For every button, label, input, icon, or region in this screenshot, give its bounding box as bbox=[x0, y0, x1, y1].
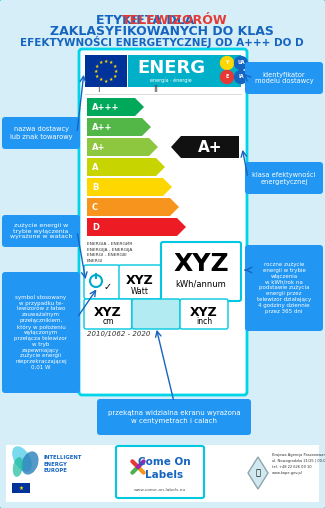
Polygon shape bbox=[87, 218, 186, 236]
Text: ★: ★ bbox=[112, 74, 117, 79]
Text: INTELLIGENT
ENERGY
EUROPE: INTELLIGENT ENERGY EUROPE bbox=[44, 455, 82, 473]
Text: XYZ: XYZ bbox=[94, 305, 122, 319]
Polygon shape bbox=[87, 158, 165, 176]
Bar bbox=[128, 55, 241, 87]
Polygon shape bbox=[248, 457, 268, 489]
FancyBboxPatch shape bbox=[79, 49, 247, 395]
Bar bbox=[85, 55, 127, 87]
Circle shape bbox=[235, 56, 248, 70]
Circle shape bbox=[235, 71, 248, 83]
Text: UA: UA bbox=[237, 60, 245, 66]
Text: XYZ: XYZ bbox=[190, 305, 218, 319]
Text: XYZ: XYZ bbox=[126, 273, 154, 287]
Text: ★: ★ bbox=[95, 64, 99, 69]
Text: ★: ★ bbox=[109, 60, 113, 65]
Text: ul. Nowogrodzka 21/25 | 00-038 Warszawa: ul. Nowogrodzka 21/25 | 00-038 Warszawa bbox=[272, 459, 325, 463]
Text: 🔥: 🔥 bbox=[255, 468, 261, 478]
FancyBboxPatch shape bbox=[245, 245, 323, 331]
Text: Y: Y bbox=[225, 60, 229, 66]
FancyBboxPatch shape bbox=[84, 265, 120, 299]
FancyBboxPatch shape bbox=[245, 162, 323, 194]
Polygon shape bbox=[87, 118, 151, 136]
Text: ETYKIETA DLA TELEWIZORÓW: ETYKIETA DLA TELEWIZORÓW bbox=[58, 14, 266, 27]
Circle shape bbox=[220, 71, 233, 83]
Text: przekątna widzialna ekranu wyrażona
w centymetrach i calach: przekątna widzialna ekranu wyrażona w ce… bbox=[108, 410, 240, 424]
Text: ★: ★ bbox=[114, 69, 118, 74]
FancyBboxPatch shape bbox=[2, 272, 80, 393]
Text: ENERGI: ENERGI bbox=[87, 259, 103, 263]
Ellipse shape bbox=[21, 452, 39, 474]
Text: ★: ★ bbox=[104, 79, 108, 83]
FancyBboxPatch shape bbox=[180, 299, 228, 329]
Text: nazwa dostawcy
lub znak towarowy: nazwa dostawcy lub znak towarowy bbox=[10, 126, 72, 140]
FancyBboxPatch shape bbox=[161, 242, 241, 301]
Text: cm: cm bbox=[102, 318, 114, 327]
Text: D: D bbox=[92, 223, 99, 232]
Text: tel. +48 22 626 09 10: tel. +48 22 626 09 10 bbox=[272, 465, 312, 469]
Text: ✓: ✓ bbox=[104, 282, 112, 292]
Polygon shape bbox=[87, 98, 144, 116]
Circle shape bbox=[220, 56, 233, 70]
Bar bbox=[12, 483, 30, 493]
FancyBboxPatch shape bbox=[245, 62, 323, 94]
Text: energía · énergie: energía · énergie bbox=[150, 77, 192, 83]
Text: Watt: Watt bbox=[131, 287, 149, 296]
Text: A+: A+ bbox=[92, 143, 106, 151]
Text: Labels: Labels bbox=[145, 470, 183, 480]
Text: IA: IA bbox=[238, 75, 244, 79]
FancyBboxPatch shape bbox=[2, 215, 80, 247]
Text: I: I bbox=[97, 85, 99, 94]
Text: klasa efektywności
energetycznej: klasa efektywności energetycznej bbox=[252, 171, 316, 185]
Text: A+++: A+++ bbox=[92, 103, 120, 111]
Ellipse shape bbox=[13, 457, 23, 477]
Ellipse shape bbox=[12, 446, 32, 472]
Text: ★: ★ bbox=[19, 486, 23, 491]
Text: EFEKTYWNOŚCI ENERGETYCZNEJ OD A+++ DO D: EFEKTYWNOŚCI ENERGETYCZNEJ OD A+++ DO D bbox=[20, 36, 304, 48]
Text: zużycie energii w
trybie wyłączenia
wyrażone w watach: zużycie energii w trybie wyłączenia wyra… bbox=[10, 223, 72, 239]
Text: ★: ★ bbox=[99, 77, 103, 82]
Text: ENERGIA - ENERGИЯ: ENERGIA - ENERGИЯ bbox=[87, 242, 132, 246]
FancyBboxPatch shape bbox=[132, 299, 180, 329]
Text: Krajowa Agencja Poszanowania Energii S.A.: Krajowa Agencja Poszanowania Energii S.A… bbox=[272, 453, 325, 457]
Text: ★: ★ bbox=[104, 58, 108, 64]
Text: kWh/annum: kWh/annum bbox=[176, 279, 227, 289]
Text: ENERG: ENERG bbox=[137, 59, 205, 77]
Text: II: II bbox=[153, 85, 159, 94]
Bar bbox=[6, 445, 319, 502]
Text: ★: ★ bbox=[99, 60, 103, 65]
FancyBboxPatch shape bbox=[84, 299, 132, 329]
Text: www.come-on-labels.eu: www.come-on-labels.eu bbox=[134, 488, 186, 492]
Text: B: B bbox=[92, 182, 98, 192]
Text: ★: ★ bbox=[109, 77, 113, 82]
Text: A: A bbox=[92, 163, 98, 172]
Text: symbol stosowany
w przypadku te-
lewizorów z łatwo
zauważalnym
przełącznikiem,
k: symbol stosowany w przypadku te- lewizor… bbox=[15, 295, 68, 370]
FancyBboxPatch shape bbox=[97, 399, 251, 435]
Text: ENERGI - ÉNERGIE: ENERGI - ÉNERGIE bbox=[87, 253, 127, 257]
Text: www.kape.gov.pl: www.kape.gov.pl bbox=[272, 471, 303, 475]
Text: roczne zużycie
energii w trybie
włączenia
w kWh/rok na
podstawie zużycia
energii: roczne zużycie energii w trybie włączeni… bbox=[257, 262, 311, 314]
Text: E: E bbox=[225, 75, 229, 79]
Text: A++: A++ bbox=[92, 122, 112, 132]
Polygon shape bbox=[87, 198, 179, 216]
Polygon shape bbox=[87, 138, 158, 156]
Text: inch: inch bbox=[196, 318, 212, 327]
Text: 2010/1062 - 2020: 2010/1062 - 2020 bbox=[87, 331, 150, 337]
Text: ★: ★ bbox=[94, 69, 98, 74]
FancyBboxPatch shape bbox=[116, 446, 204, 498]
Text: ★: ★ bbox=[112, 64, 117, 69]
Text: ★: ★ bbox=[95, 74, 99, 79]
Text: ENERGIJA - ENERGIJA: ENERGIJA - ENERGIJA bbox=[87, 247, 132, 251]
Text: ETYKIETA DLA: ETYKIETA DLA bbox=[96, 14, 199, 27]
FancyBboxPatch shape bbox=[2, 117, 80, 149]
Text: identyfikator
modelu dostawcy: identyfikator modelu dostawcy bbox=[255, 72, 313, 84]
Text: ZAKLASYFIKOWANYCH DO KLAS: ZAKLASYFIKOWANYCH DO KLAS bbox=[50, 25, 274, 38]
Text: Come On: Come On bbox=[138, 457, 190, 467]
Text: XYZ: XYZ bbox=[173, 252, 229, 276]
Text: C: C bbox=[92, 203, 98, 211]
FancyBboxPatch shape bbox=[119, 265, 161, 299]
Polygon shape bbox=[171, 136, 239, 158]
Text: A+: A+ bbox=[198, 140, 222, 154]
Polygon shape bbox=[87, 178, 172, 196]
Text: TELEWIZORÓW: TELEWIZORÓW bbox=[123, 14, 228, 27]
